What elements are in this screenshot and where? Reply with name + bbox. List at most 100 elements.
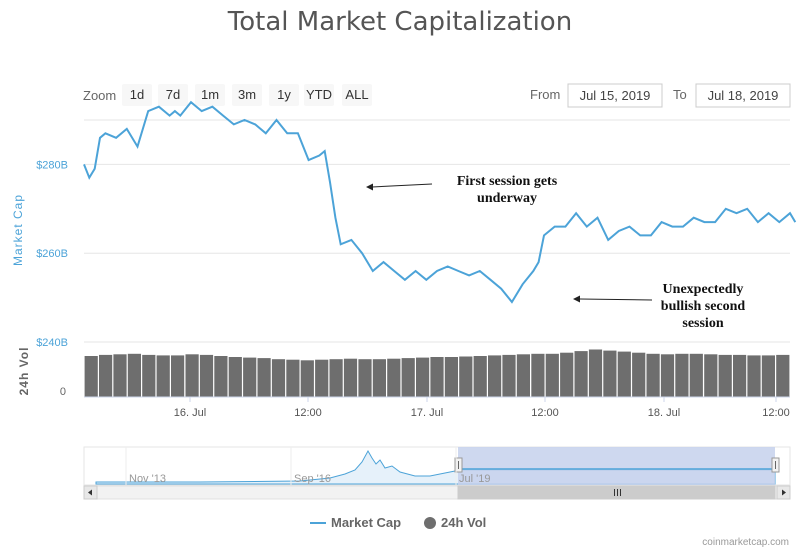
from-date-value: Jul 15, 2019 (580, 88, 651, 103)
volume-bar (444, 357, 458, 397)
zoom-button-bg (232, 84, 262, 106)
volume-bar (632, 352, 646, 397)
from-date-input[interactable] (567, 83, 663, 108)
y-tick-label: $260B (36, 248, 68, 260)
volume-tick-zero: 0 (60, 386, 66, 398)
zoom-label: Zoom (83, 88, 116, 103)
to-date-input[interactable] (695, 83, 791, 108)
legend: Market Cap 24h Vol (310, 515, 486, 530)
navigator-tick-label: Jul '19 (459, 473, 490, 485)
legend-market-cap-label: Market Cap (331, 515, 401, 530)
volume-bar (113, 354, 127, 397)
x-tick-label: 16. Jul (174, 407, 206, 419)
annotation-1-line-2: underway (477, 191, 537, 206)
volume-bar (617, 351, 631, 397)
volume-bar (473, 356, 487, 397)
zoom-button-3m[interactable]: 3m (232, 84, 262, 106)
legend-item-market-cap[interactable]: Market Cap (310, 515, 401, 530)
zoom-button-label: 1m (201, 87, 219, 102)
volume-bar (243, 357, 257, 397)
volume-bar (459, 356, 473, 397)
zoom-button-bg (269, 84, 299, 106)
annotation-2-arrowhead (573, 295, 580, 303)
navigator-selected-range[interactable] (458, 447, 775, 485)
from-label: From (530, 87, 560, 102)
zoom-toolbar: Zoom 1d 7d 1m 3m 1y YTD ALL From Jul 15, 2019 … (83, 83, 791, 108)
annotation-1-arrow (371, 183, 433, 188)
y-axis-ticks: $280B $260B $240B (36, 159, 68, 349)
volume-bar (185, 354, 199, 397)
legend-volume-label: 24h Vol (441, 515, 486, 530)
to-label: To (673, 87, 687, 102)
volume-bar (156, 355, 170, 397)
zoom-button-label: ALL (345, 87, 368, 102)
volume-bar (761, 355, 775, 397)
volume-bar (704, 354, 718, 397)
volume-bar (99, 354, 113, 397)
chart-title: Total Market Capitalization (227, 7, 572, 37)
annotation-1-line-1: First session gets (457, 174, 558, 189)
volume-bar (588, 349, 603, 397)
volume-bar (271, 359, 286, 397)
volume-bar (733, 354, 747, 397)
grid-lines (84, 119, 790, 343)
scrollbar-right-arrow-icon (782, 489, 786, 496)
legend-volume-swatch (424, 517, 436, 529)
volume-bar (646, 353, 660, 397)
zoom-button-ytd[interactable]: YTD (304, 84, 334, 106)
volume-bar (718, 354, 732, 397)
annotation-bullish-session: Unexpectedly bullish second session (573, 282, 745, 331)
zoom-button-1y[interactable]: 1y (269, 84, 299, 106)
navigator-tick-label: Sep '16 (294, 473, 331, 485)
volume-bar (257, 358, 271, 397)
x-tick-label: 12:00 (762, 407, 790, 419)
zoom-button-1d[interactable]: 1d (122, 84, 152, 106)
navigator[interactable]: Nov '13 Sep '16 Jul '19 (83, 446, 791, 486)
annotation-2-line-3: session (682, 316, 723, 331)
to-date-value: Jul 18, 2019 (708, 88, 779, 103)
x-axis-ticks: 16. Jul 12:00 17. Jul 12:00 18. Jul 12:00 (174, 397, 790, 419)
volume-bar (488, 355, 502, 397)
zoom-button-all[interactable]: ALL (342, 84, 372, 106)
volume-axis-title: 24h Vol (17, 347, 31, 396)
zoom-button-bg (342, 84, 372, 106)
scrollbar-left-arrow-icon (88, 489, 92, 496)
volume-bar (531, 353, 545, 397)
legend-item-volume[interactable]: 24h Vol (424, 515, 486, 530)
zoom-button-label: 1y (277, 87, 291, 102)
zoom-button-label: 3m (238, 87, 256, 102)
volume-bar (286, 359, 300, 397)
volume-bars (84, 349, 790, 397)
volume-bar (401, 358, 415, 397)
volume-bar (228, 357, 242, 397)
annotation-2-line-2: bullish second (661, 299, 746, 314)
volume-bar (660, 354, 675, 397)
navigator-ticks: Nov '13 Sep '16 Jul '19 (125, 447, 490, 485)
volume-bar (329, 359, 343, 397)
volume-bar (545, 353, 559, 397)
navigator-tick-label: Nov '13 (129, 473, 166, 485)
volume-bar (300, 360, 314, 397)
scrollbar-thumb-grip-icon (614, 489, 621, 496)
volume-bar (560, 352, 574, 397)
volume-bar (516, 354, 530, 397)
zoom-button-label: 7d (166, 87, 180, 102)
volume-bar (372, 359, 386, 397)
volume-bar (502, 354, 516, 397)
volume-bar (214, 356, 228, 397)
volume-bar (84, 356, 98, 397)
credit-link[interactable]: coinmarketcap.com (702, 537, 789, 548)
volume-bar (343, 358, 358, 397)
zoom-button-1m[interactable]: 1m (195, 84, 225, 106)
x-tick-label: 12:00 (294, 407, 322, 419)
y-axis-title: Market Cap (11, 194, 25, 266)
volume-bar (127, 353, 141, 397)
x-tick-label: 18. Jul (648, 407, 680, 419)
volume-bar (315, 359, 329, 397)
scrollbar-thumb[interactable] (457, 485, 776, 500)
x-tick-label: 17. Jul (411, 407, 443, 419)
volume-bar (747, 355, 761, 397)
scrollbar[interactable] (83, 485, 791, 500)
zoom-button-7d[interactable]: 7d (158, 84, 188, 106)
